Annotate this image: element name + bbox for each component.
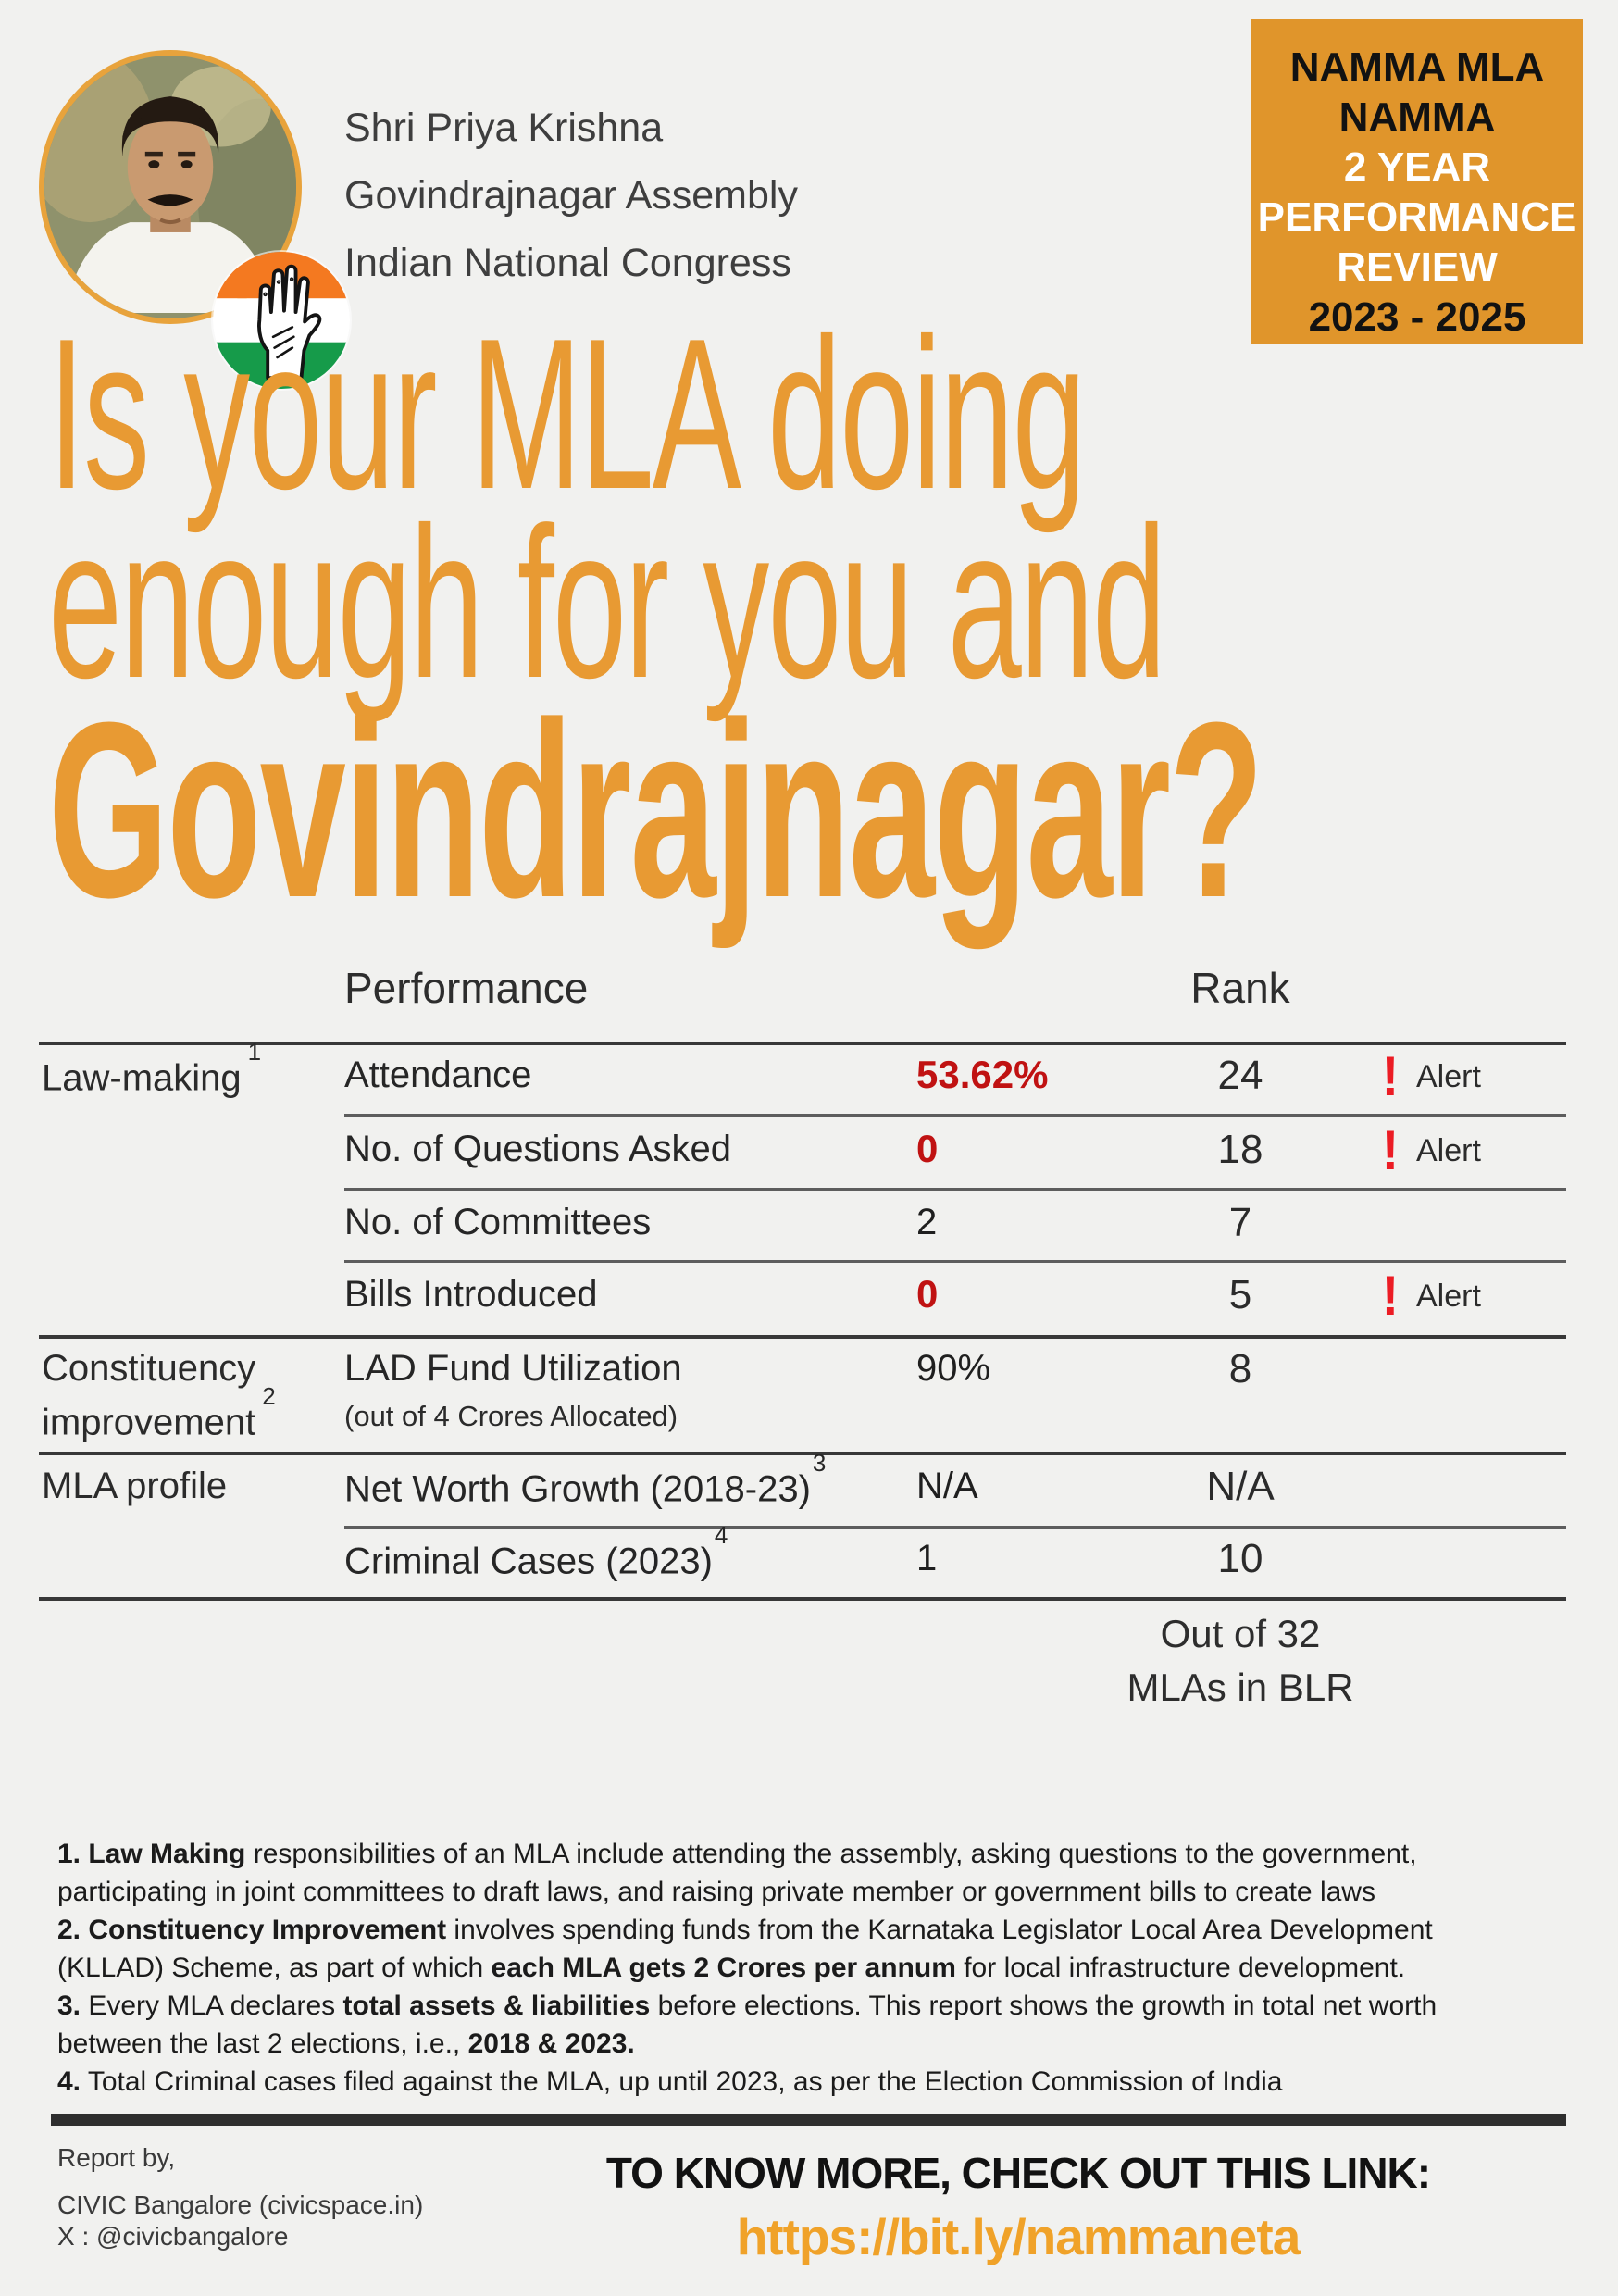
column-header-performance: Performance <box>344 964 589 1012</box>
rank-criminal-cases: 10 <box>1217 1536 1263 1581</box>
metric-lad-fund-note: (out of 4 Crores Allocated) <box>344 1400 678 1432</box>
rank-net-worth: N/A <box>1206 1464 1275 1509</box>
badge-line-2: NAMMA <box>1338 94 1496 140</box>
metric-criminal-cases: Criminal Cases (2023)4 <box>344 1521 728 1582</box>
category-constituency-improvement-2: improvement2 <box>42 1382 276 1443</box>
alert-label: Alert <box>1415 1132 1481 1168</box>
footnote-ref-1: 1 <box>247 1038 262 1066</box>
divider <box>39 1042 1566 1045</box>
mla-constituency: Govindrajnagar Assembly <box>344 173 798 218</box>
headline-line-1: Is your MLA doing <box>48 294 1087 534</box>
footnote-line-3: 2. Constituency Improvement involves spe… <box>57 1915 1433 1945</box>
footnote-ref-4: 4 <box>714 1521 728 1549</box>
metric-net-worth: Net Worth Growth (2018-23)3 <box>344 1449 827 1510</box>
footnote-line-2: participating in joint committees to dra… <box>57 1877 1375 1907</box>
rank-lad-fund: 8 <box>1228 1346 1252 1391</box>
footnote-line-7: 4. Total Criminal cases filed against th… <box>57 2066 1283 2097</box>
footer-divider-bar <box>51 2114 1566 2126</box>
divider <box>344 1114 1566 1117</box>
report-by-label: Report by, <box>57 2143 176 2172</box>
footnote-line-1: 1. Law Making responsibilities of an MLA… <box>57 1839 1417 1869</box>
review-badge: NAMMA MLA NAMMA 2 YEAR PERFORMANCE REVIE… <box>1251 19 1583 344</box>
footnote-ref-3: 3 <box>812 1449 827 1477</box>
badge-line-3: 2 YEAR <box>1343 144 1491 190</box>
rank-questions-asked: 18 <box>1217 1127 1263 1172</box>
rank-summary-line-1: Out of 32 <box>1160 1612 1321 1655</box>
mla-name: Shri Priya Krishna <box>344 106 664 150</box>
value-bills-introduced: 0 <box>916 1272 939 1316</box>
value-attendance: 53.62% <box>916 1053 1049 1096</box>
divider <box>344 1260 1566 1263</box>
alert-label: Alert <box>1415 1058 1481 1094</box>
badge-line-5: REVIEW <box>1337 244 1498 290</box>
alert-bills-introduced: ! Alert <box>1381 1264 1481 1329</box>
rank-bills-introduced: 5 <box>1228 1272 1252 1317</box>
value-net-worth: N/A <box>916 1466 978 1506</box>
value-committees: 2 <box>916 1202 938 1242</box>
divider <box>344 1188 1566 1191</box>
value-criminal-cases: 1 <box>916 1538 938 1578</box>
rank-summary: Out of 32 MLAs in BLR <box>1055 1607 1425 1715</box>
footnote-line-5: 3. Every MLA declares total assets & lia… <box>57 1990 1438 2021</box>
metric-questions-asked: No. of Questions Asked <box>344 1129 732 1169</box>
category-constituency-improvement: Constituency <box>42 1348 256 1389</box>
mla-profile-header: Shri Priya Krishna Govindrajnagar Assemb… <box>344 94 798 297</box>
report-x-handle: X : @civicbangalore <box>57 2222 289 2251</box>
report-link[interactable]: https://bit.ly/nammaneta <box>736 2208 1301 2265</box>
divider <box>39 1452 1566 1455</box>
metric-lad-fund: LAD Fund Utilization <box>344 1348 682 1389</box>
alert-icon: ! <box>1381 1265 1400 1327</box>
metric-attendance: Attendance <box>344 1054 532 1095</box>
badge-line-6: 2023 - 2025 <box>1308 294 1526 340</box>
badge-line-4: PERFORMANCE <box>1257 194 1577 240</box>
divider <box>344 1526 1566 1529</box>
badge-line-1: NAMMA MLA <box>1289 44 1545 90</box>
category-law-making: Law-making1 <box>42 1038 262 1099</box>
footnote-line-6: between the last 2 elections, i.e., 2018… <box>57 2028 635 2059</box>
alert-icon: ! <box>1381 1119 1400 1181</box>
divider <box>39 1597 1566 1601</box>
footnote-ref-2: 2 <box>262 1382 276 1410</box>
alert-icon: ! <box>1381 1045 1400 1107</box>
mla-party: Indian National Congress <box>344 241 791 285</box>
report-org: CIVIC Bangalore (civicspace.in) <box>57 2190 424 2219</box>
headline: Is your MLA doing enough for you and Gov… <box>48 294 1263 950</box>
column-header-rank: Rank <box>1190 964 1290 1012</box>
footnote-line-4: (KLLAD) Scheme, as part of which each ML… <box>57 1953 1406 1983</box>
alert-questions-asked: ! Alert <box>1381 1118 1481 1183</box>
alert-attendance: ! Alert <box>1381 1044 1481 1109</box>
cta-text: TO KNOW MORE, CHECK OUT THIS LINK: <box>605 2149 1431 2197</box>
category-mla-profile: MLA profile <box>42 1466 228 1506</box>
value-questions-asked: 0 <box>916 1127 939 1170</box>
footnotes: 1. Law Making responsibilities of an MLA… <box>57 1835 1575 2101</box>
metric-committees: No. of Committees <box>344 1202 652 1242</box>
headline-line-2: enough for you and <box>48 483 1166 723</box>
rank-summary-line-2: MLAs in BLR <box>1126 1666 1354 1709</box>
rank-attendance: 24 <box>1217 1053 1263 1098</box>
headline-line-3: Govindrajnagar? <box>48 671 1263 950</box>
value-lad-fund: 90% <box>916 1348 991 1389</box>
alert-label: Alert <box>1415 1278 1481 1314</box>
rank-committees: 7 <box>1228 1200 1252 1245</box>
metric-bills-introduced: Bills Introduced <box>344 1274 598 1315</box>
divider <box>39 1335 1566 1339</box>
